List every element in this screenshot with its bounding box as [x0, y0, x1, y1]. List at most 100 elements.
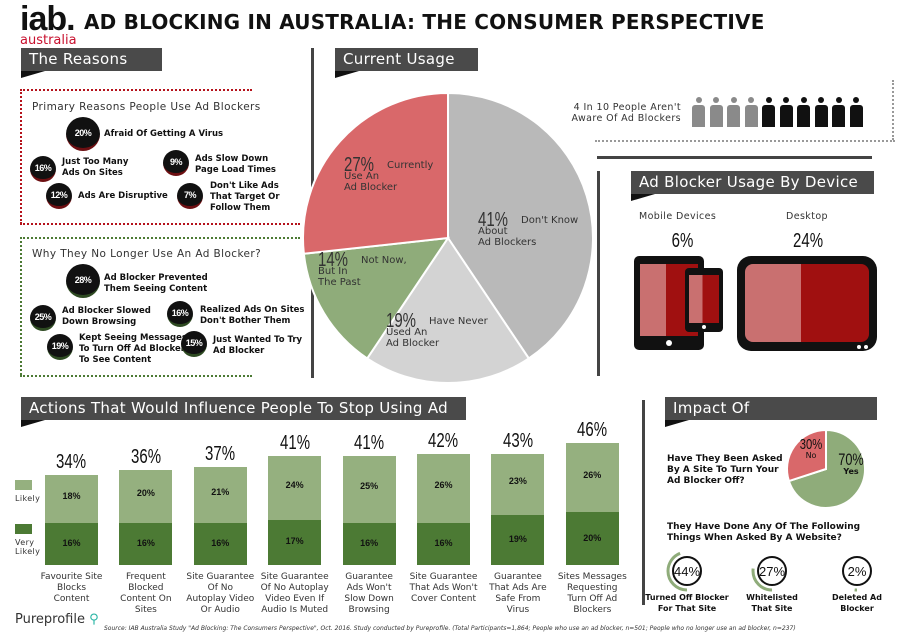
primary-reasons-border-bottom	[20, 223, 300, 225]
legend-very-likely-swatch	[15, 524, 32, 534]
pie-slice	[447, 91, 594, 360]
mobile-pct-value: 6%	[671, 230, 694, 252]
pie-text: Not Now, But In The Past	[318, 255, 407, 288]
legend-very-likely-label: Very Likely	[15, 538, 41, 556]
person-icon	[744, 97, 758, 127]
ring-value: 44%	[672, 556, 702, 586]
stat-circle: 19%	[47, 334, 73, 360]
reason-label: Don't Like Ads That Target Or Follow The…	[210, 181, 280, 213]
bar-likely	[417, 453, 470, 523]
stat-circle: 20%	[66, 117, 100, 151]
impact-no-text: No	[805, 451, 817, 460]
bar-value-label: 16%	[360, 537, 379, 548]
bar-likely	[193, 466, 247, 523]
bar-value-label: 17%	[285, 536, 304, 547]
awareness-border-right	[892, 80, 894, 140]
reason-label: Just Too Many Ads On Sites	[62, 157, 129, 178]
brand-name: Pureprofile	[15, 612, 85, 627]
impact-no-pct: 30%	[799, 436, 823, 453]
bar-total-value: 41%	[354, 432, 385, 455]
pie-label-dont-know: 41% Don't Know About Ad Blockers	[478, 209, 579, 248]
progress-arc	[751, 550, 793, 592]
pie-slice	[786, 428, 827, 483]
current-usage-pie	[302, 91, 594, 384]
bar-very-likely	[45, 522, 98, 565]
person-icon	[709, 97, 723, 127]
reason-label: Afraid Of Getting A Virus	[104, 129, 224, 139]
bar-value-label: 24%	[285, 480, 304, 491]
section-header-device: Ad Blocker Usage By Device	[631, 171, 874, 201]
bar-total-label: 42%	[417, 430, 470, 453]
bar-total-label: 46%	[566, 419, 619, 442]
pie-text: Have Never Used An Ad Blocker	[386, 316, 488, 349]
impact-yes-label: 70% Yes	[834, 450, 868, 476]
bar-total-label: 37%	[194, 443, 247, 466]
reason-label: Kept Seeing Messages To Turn Off Ad Bloc…	[79, 333, 187, 365]
no-longer-border-left	[20, 237, 22, 375]
stat-circle: 16%	[30, 156, 56, 182]
bar-likely	[342, 456, 396, 523]
section-header-actions: Actions That Would Influence People To S…	[21, 397, 466, 436]
bar-value-label: 16%	[434, 537, 453, 548]
mobile-label: Mobile Devices	[639, 211, 717, 222]
pie-text: Don't Know About Ad Blockers	[478, 215, 579, 248]
bar-value-label: 26%	[583, 469, 602, 480]
bar-likely	[268, 456, 322, 520]
section-header-impact: Impact Of Communication	[665, 397, 877, 436]
pie-label-current: 27% Currently Use An Ad Blocker	[344, 154, 433, 193]
bar-value-label: 19%	[508, 533, 527, 544]
ring-label: Turned Off Blocker For That Site	[645, 593, 729, 613]
no-longer-border	[20, 237, 300, 239]
divider	[642, 400, 645, 605]
desktop-pct-value: 24%	[793, 230, 824, 252]
person-icon	[814, 97, 828, 127]
bar-value-label: 18%	[62, 490, 81, 501]
question-asked: Have They Been Asked By A Site To Turn Y…	[667, 454, 783, 486]
bar-total-label: 41%	[268, 432, 321, 455]
bar-category-label: Site Guarantee Of No Autoplay Video Or A…	[186, 572, 255, 615]
pie-label-not-now: 14% Not Now, But In The Past	[318, 250, 407, 288]
stat-circle: 28%	[66, 264, 100, 298]
person-icon	[779, 97, 793, 127]
primary-reasons-title: Primary Reasons People Use Ad Blockers	[32, 101, 261, 113]
bar-value-label: 16%	[136, 537, 155, 548]
bar-value-label: 26%	[434, 480, 453, 491]
impact-yes-pct: 70%	[838, 450, 864, 469]
reason-label: Ads Slow Down Page Load Times	[195, 154, 276, 175]
iab-logo: iab. australia	[20, 2, 77, 47]
person-icon	[849, 97, 863, 127]
bar-very-likely	[268, 519, 322, 565]
primary-reasons-border	[20, 89, 252, 145]
location-pin-icon: ⚲	[89, 612, 99, 627]
impact-yes-text: Yes	[843, 467, 859, 476]
pie-pct: 27%	[344, 154, 375, 176]
bar-very-likely	[193, 522, 247, 565]
progress-arc	[666, 550, 708, 592]
stat-circle: 16%	[167, 301, 193, 327]
bar-total-value: 46%	[577, 419, 608, 442]
desktop-pct: 24%	[788, 230, 828, 253]
bar-total-label: 41%	[343, 432, 396, 455]
bar-very-likely	[417, 522, 470, 565]
section-header-reasons: The Reasons	[21, 48, 162, 78]
bar-likely	[491, 453, 545, 515]
bar-likely	[119, 469, 173, 523]
bar-category-label: Guarantee That Ads Are Safe From Virus	[489, 572, 547, 615]
ring-label: Whitelisted That Site	[746, 593, 798, 613]
bar-category-label: Guarantee Ads Won't Slow Down Browsing	[344, 572, 394, 615]
bar-very-likely	[491, 514, 545, 565]
bar-value-label: 23%	[508, 476, 527, 487]
bar-value-label: 20%	[136, 488, 155, 499]
bar-total-value: 37%	[205, 442, 236, 465]
reason-label: Ads Are Disruptive	[78, 191, 168, 201]
bar-value-label: 16%	[62, 537, 81, 548]
desktop-label: Desktop	[786, 211, 828, 222]
bar-total-value: 36%	[130, 445, 161, 468]
impact-pie	[786, 428, 866, 509]
bar-category-label: Sites Messages Requesting Turn Off Ad Bl…	[557, 572, 627, 615]
stat-circle: 15%	[181, 331, 207, 357]
legend-likely-swatch	[15, 480, 32, 490]
pie-pct: 41%	[478, 209, 509, 231]
reason-label: Ad Blocker Slowed Down Browsing	[62, 306, 151, 327]
source-note: Source: IAB Australia Study "Ad Blocking…	[104, 625, 796, 632]
